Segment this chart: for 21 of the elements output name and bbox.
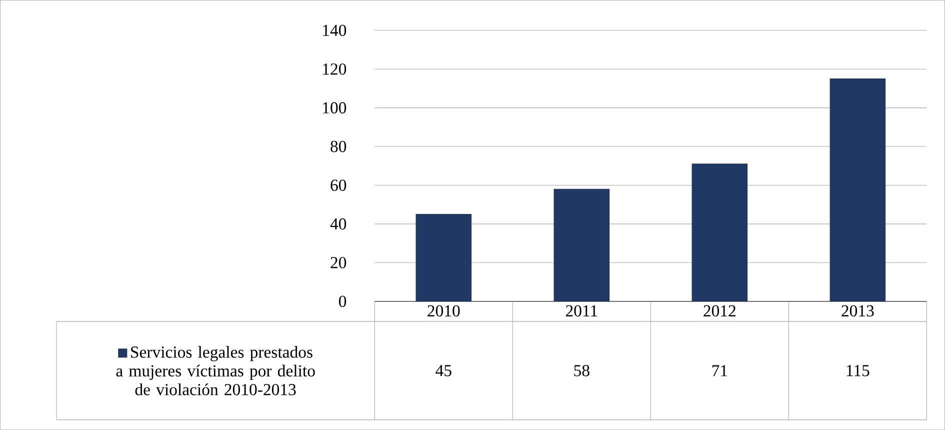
x-tick-label: 2012 <box>704 305 736 316</box>
y-tick-label: 40 <box>330 218 346 230</box>
y-tick-label: 80 <box>330 140 346 152</box>
legend-label: Servicios legales prestados a mujeres víctimas por delito de violación 2010-2013 <box>116 346 315 396</box>
y-tick-label: 20 <box>330 256 346 268</box>
y-tick-label: 120 <box>323 63 346 75</box>
data-label: 45 <box>436 364 452 376</box>
data-label: 71 <box>712 365 728 376</box>
y-tick-label: 100 <box>323 102 346 114</box>
x-tick-label: 2013 <box>842 305 874 316</box>
bar <box>830 78 886 302</box>
y-tick-label: 60 <box>330 180 346 191</box>
x-tick-label: 2011 <box>566 305 598 316</box>
bar <box>554 188 610 302</box>
bar <box>692 164 748 302</box>
data-label: 58 <box>574 364 590 376</box>
bar <box>416 214 472 302</box>
x-tick-label: 2010 <box>428 305 460 316</box>
y-tick-label: 140 <box>323 24 346 36</box>
y-tick-label: 0 <box>338 296 346 307</box>
data-label: 115 <box>846 364 870 376</box>
